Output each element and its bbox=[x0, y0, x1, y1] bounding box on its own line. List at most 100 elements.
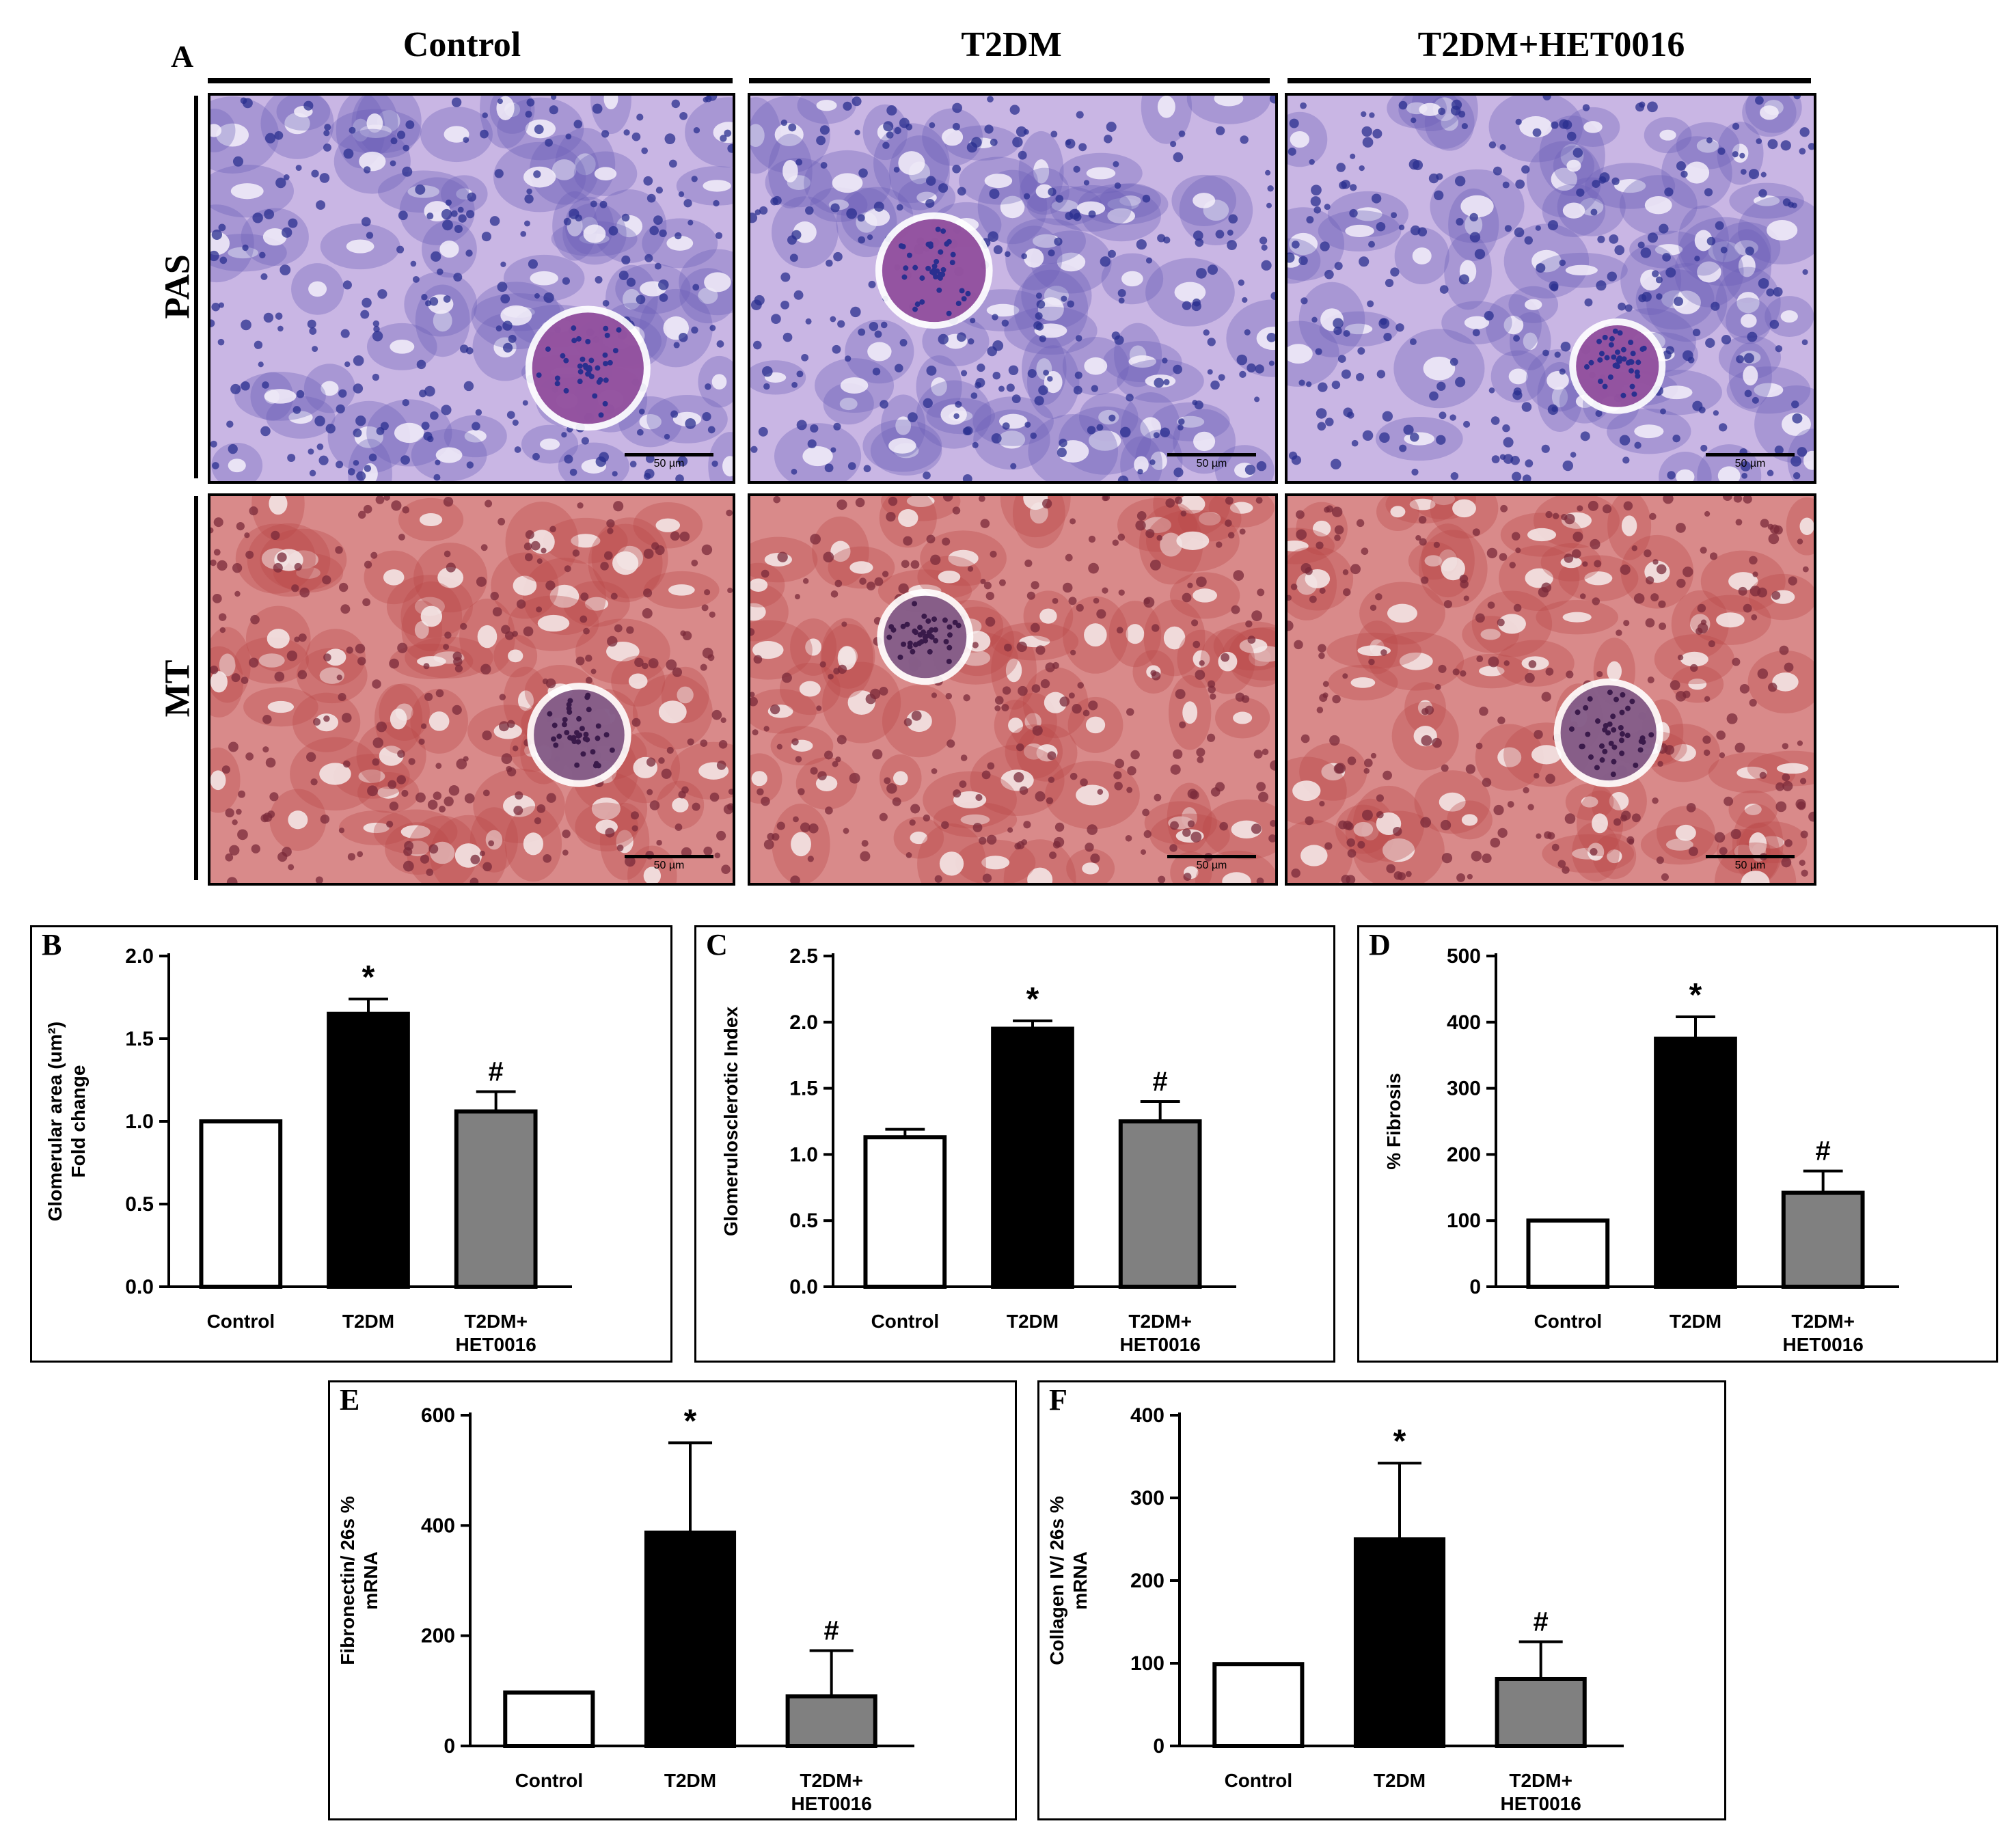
y-tick-label: 400 bbox=[1130, 1404, 1164, 1427]
y-tick-label: 300 bbox=[1447, 1078, 1481, 1100]
y-axis-label: Fibronectin/ 26s % bbox=[337, 1496, 358, 1665]
scale-bar-label: 50 µm bbox=[653, 860, 685, 871]
significance-marker: # bbox=[1534, 1607, 1549, 1637]
chart-svg: C 0.0 0.5 1.0 1.5 2.0 2.5 Glomerulosclerotic In… bbox=[706, 928, 1236, 1355]
x-category-label: T2DM bbox=[342, 1311, 394, 1332]
bar bbox=[1118, 1119, 1202, 1289]
panel-a-letter: A bbox=[171, 39, 194, 74]
bar bbox=[991, 1026, 1074, 1289]
y-tick-label: 100 bbox=[1130, 1652, 1164, 1675]
micrograph-image bbox=[1288, 96, 1814, 481]
bar bbox=[863, 1135, 947, 1289]
y-tick-label: 2.0 bbox=[789, 1011, 818, 1034]
x-category-label: Control bbox=[871, 1311, 940, 1332]
chart-panel-c: C 0.0 0.5 1.0 1.5 2.0 2.5 Glomerulosclerotic In… bbox=[694, 925, 1335, 1363]
column-label-control: Control bbox=[403, 25, 521, 64]
x-category-label: T2DM+ bbox=[1791, 1311, 1855, 1332]
y-tick-label: 1.0 bbox=[125, 1110, 154, 1133]
x-category-label: HET0016 bbox=[456, 1334, 536, 1355]
significance-marker: # bbox=[824, 1615, 839, 1645]
micrograph-image bbox=[210, 496, 733, 883]
panel-letter: D bbox=[1369, 928, 1391, 961]
significance-marker: # bbox=[1816, 1136, 1831, 1166]
y-tick-label: 2.0 bbox=[125, 945, 154, 968]
micrograph-image bbox=[750, 96, 1275, 481]
scale-bar-line bbox=[1706, 855, 1795, 858]
bar bbox=[1526, 1218, 1610, 1289]
scale-bar-label: 50 µm bbox=[1196, 860, 1227, 871]
chart-svg: F 0 100 200 300 400 Collagen IV/ 26s % mRNA Cont… bbox=[1046, 1383, 1624, 1814]
row-rule-pas bbox=[194, 96, 198, 478]
x-category-label: Control bbox=[1534, 1311, 1603, 1332]
column-label-t2dm-het0016: T2DM+HET0016 bbox=[1417, 25, 1685, 64]
row-rule-mt bbox=[194, 496, 198, 880]
bar bbox=[644, 1530, 737, 1748]
x-category-label: HET0016 bbox=[1501, 1793, 1581, 1814]
y-axis-label: mRNA bbox=[360, 1551, 381, 1610]
micrograph-mt-control: 50 µm bbox=[208, 493, 735, 886]
chart-panel-f: F 0 100 200 300 400 Collagen IV/ 26s % mRNA Cont… bbox=[1037, 1380, 1726, 1820]
bar bbox=[503, 1690, 595, 1748]
y-tick-label: 0 bbox=[1469, 1276, 1481, 1298]
y-tick-label: 200 bbox=[1447, 1143, 1481, 1166]
x-category-label: T2DM+ bbox=[1509, 1770, 1572, 1791]
panel-letter: B bbox=[42, 928, 62, 961]
y-tick-label: 400 bbox=[1447, 1011, 1481, 1034]
x-category-label: HET0016 bbox=[791, 1793, 872, 1814]
bar bbox=[1781, 1190, 1865, 1289]
x-category-label: HET0016 bbox=[1120, 1334, 1201, 1355]
x-category-label: T2DM bbox=[1374, 1770, 1426, 1791]
y-axis-label: mRNA bbox=[1070, 1551, 1091, 1610]
x-category-label: T2DM+ bbox=[1128, 1311, 1192, 1332]
micrograph-image bbox=[210, 96, 733, 481]
panel-letter: E bbox=[340, 1383, 359, 1417]
significance-marker: * bbox=[1026, 981, 1039, 1018]
y-axis-label: Glomerular area (um²) bbox=[44, 1022, 66, 1222]
bar bbox=[327, 1011, 410, 1289]
significance-marker: * bbox=[1393, 1423, 1406, 1460]
y-tick-label: 2.5 bbox=[789, 945, 818, 968]
bar bbox=[1654, 1037, 1737, 1289]
significance-marker: * bbox=[684, 1403, 697, 1439]
y-tick-label: 1.5 bbox=[789, 1078, 818, 1100]
y-tick-label: 200 bbox=[1130, 1570, 1164, 1592]
y-tick-label: 1.0 bbox=[789, 1143, 818, 1166]
panel-letter: F bbox=[1049, 1383, 1067, 1417]
micrograph-pas-t2dm: 50 µm bbox=[748, 93, 1278, 484]
significance-marker: * bbox=[362, 959, 375, 996]
y-tick-label: 100 bbox=[1447, 1210, 1481, 1232]
bar bbox=[1353, 1537, 1446, 1748]
scale-bar-label: 50 µm bbox=[1734, 458, 1766, 469]
scale-bar: 50 µm bbox=[625, 453, 713, 470]
micrograph-mt-t2dm-het0016: 50 µm bbox=[1285, 493, 1816, 886]
micrograph-image bbox=[750, 496, 1275, 883]
scale-bar-line bbox=[1167, 453, 1256, 456]
scale-bar: 50 µm bbox=[1706, 453, 1795, 470]
x-category-label: T2DM bbox=[664, 1770, 716, 1791]
y-tick-label: 500 bbox=[1447, 945, 1481, 968]
y-tick-label: 300 bbox=[1130, 1487, 1164, 1510]
significance-marker: * bbox=[1689, 977, 1702, 1013]
bar bbox=[1495, 1676, 1587, 1748]
scale-bar-line bbox=[1706, 453, 1795, 456]
scale-bar: 50 µm bbox=[1167, 453, 1256, 470]
chart-svg: D 0 100 200 300 400 500 % Fibrosis Control * T2DM #… bbox=[1369, 928, 1899, 1355]
chart-svg: B 0.0 0.5 1.0 1.5 2.0 Glomerular area (um²) Fol… bbox=[42, 928, 572, 1355]
bar bbox=[1212, 1662, 1305, 1748]
y-axis-label: Fold change bbox=[68, 1065, 89, 1178]
micrograph-image bbox=[1288, 496, 1814, 883]
panel-letter: C bbox=[706, 928, 728, 961]
y-tick-label: 0.0 bbox=[789, 1276, 818, 1298]
scale-bar: 50 µm bbox=[1167, 855, 1256, 872]
y-tick-label: 0 bbox=[444, 1735, 455, 1758]
bar bbox=[454, 1109, 538, 1289]
y-tick-label: 0.5 bbox=[789, 1210, 818, 1232]
scale-bar: 50 µm bbox=[625, 855, 713, 872]
y-axis-label: Glomerulosclerotic Index bbox=[720, 1007, 741, 1237]
bar bbox=[785, 1694, 877, 1748]
micrograph-pas-t2dm-het0016: 50 µm bbox=[1285, 93, 1816, 484]
x-category-label: T2DM bbox=[1007, 1311, 1059, 1332]
x-category-label: Control bbox=[207, 1311, 275, 1332]
scale-bar-line bbox=[1167, 855, 1256, 858]
row-label-mt: MT bbox=[158, 659, 197, 718]
